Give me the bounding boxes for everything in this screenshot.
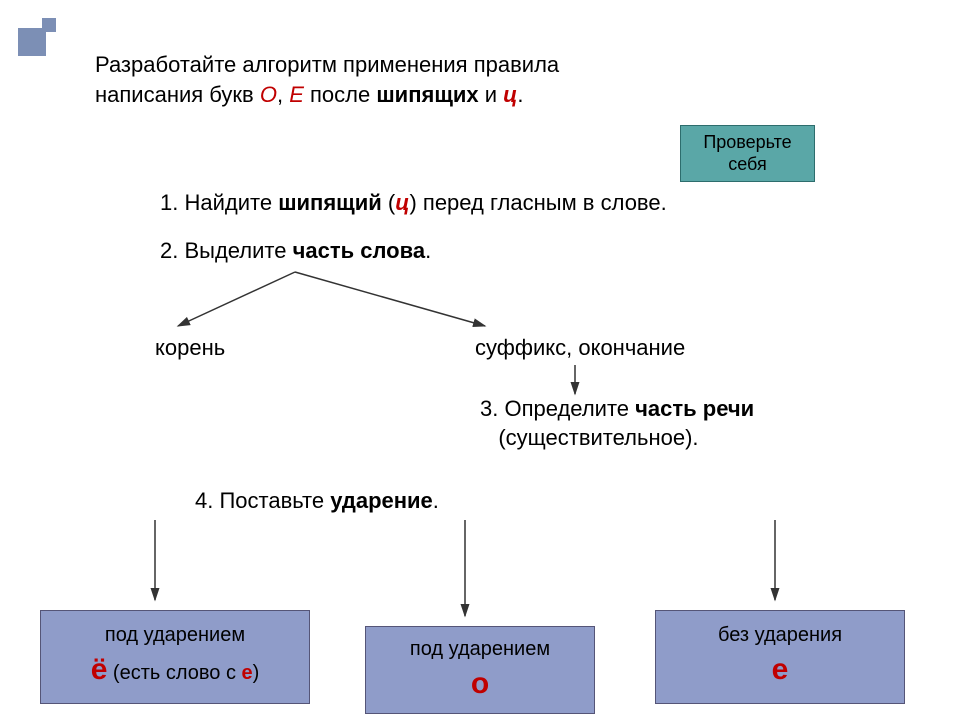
r1-line1: под ударением bbox=[105, 624, 245, 646]
title-line2-a: написания букв bbox=[95, 82, 260, 107]
step4-b: ударение bbox=[330, 488, 433, 513]
step3-b: часть речи bbox=[635, 396, 754, 421]
branch-root: корень bbox=[155, 335, 225, 361]
check-line1: Проверьте bbox=[703, 132, 791, 152]
r1-l2a: (есть слово с bbox=[107, 662, 241, 684]
page-title: Разработайте алгоритм применения правила… bbox=[95, 50, 735, 109]
title-line2-d: и bbox=[479, 82, 504, 107]
title-line2-b: , bbox=[277, 82, 289, 107]
step3-c: (существительное). bbox=[498, 425, 698, 450]
step-2: 2. Выделите часть слова. bbox=[160, 238, 431, 264]
title-letter-e: Е bbox=[289, 82, 304, 107]
step-4: 4. Поставьте ударение. bbox=[195, 488, 439, 514]
deco-large-square bbox=[18, 28, 46, 56]
step4-c: . bbox=[433, 488, 439, 513]
step2-c: . bbox=[425, 238, 431, 263]
title-letter-o: О bbox=[260, 82, 277, 107]
step4-a: 4. Поставьте bbox=[195, 488, 330, 513]
step1-ts: ц bbox=[395, 190, 409, 215]
r3-big-letter: е bbox=[772, 653, 789, 686]
title-line1: Разработайте алгоритм применения правила bbox=[95, 52, 559, 77]
arrow-fork-right bbox=[295, 272, 485, 326]
step1-d: ) перед гласным в слове. bbox=[409, 190, 666, 215]
title-dot: . bbox=[517, 82, 523, 107]
result-o: под ударением о bbox=[365, 626, 595, 714]
arrow-fork-left bbox=[178, 272, 295, 326]
step1-c: ( bbox=[382, 190, 395, 215]
r2-line1: под ударением bbox=[410, 638, 550, 660]
branch-suffix-ending: суффикс, окончание bbox=[475, 335, 685, 361]
step-3: 3. Определите часть речи (существительно… bbox=[480, 395, 754, 452]
result-e: без ударения е bbox=[655, 610, 905, 704]
title-hissing: шипящих bbox=[376, 82, 478, 107]
title-line2-c: после bbox=[304, 82, 376, 107]
step2-a: 2. Выделите bbox=[160, 238, 293, 263]
step1-a: 1. Найдите bbox=[160, 190, 278, 215]
r1-l2c: ) bbox=[253, 662, 260, 684]
check-line2: себя bbox=[728, 154, 766, 174]
r1-l2b: е bbox=[242, 662, 253, 684]
step2-b: часть слова bbox=[293, 238, 425, 263]
r3-line1: без ударения bbox=[718, 624, 842, 646]
r2-big-letter: о bbox=[471, 667, 489, 700]
title-ts: ц bbox=[503, 82, 517, 107]
r1-big-letter: ё bbox=[91, 653, 108, 686]
step3-a: 3. Определите bbox=[480, 396, 635, 421]
result-yo: под ударением ё (есть слово с е) bbox=[40, 610, 310, 704]
step-1: 1. Найдите шипящий (ц) перед гласным в с… bbox=[160, 190, 667, 216]
check-yourself-box[interactable]: Проверьте себя bbox=[680, 125, 815, 182]
step1-b: шипящий bbox=[278, 190, 382, 215]
